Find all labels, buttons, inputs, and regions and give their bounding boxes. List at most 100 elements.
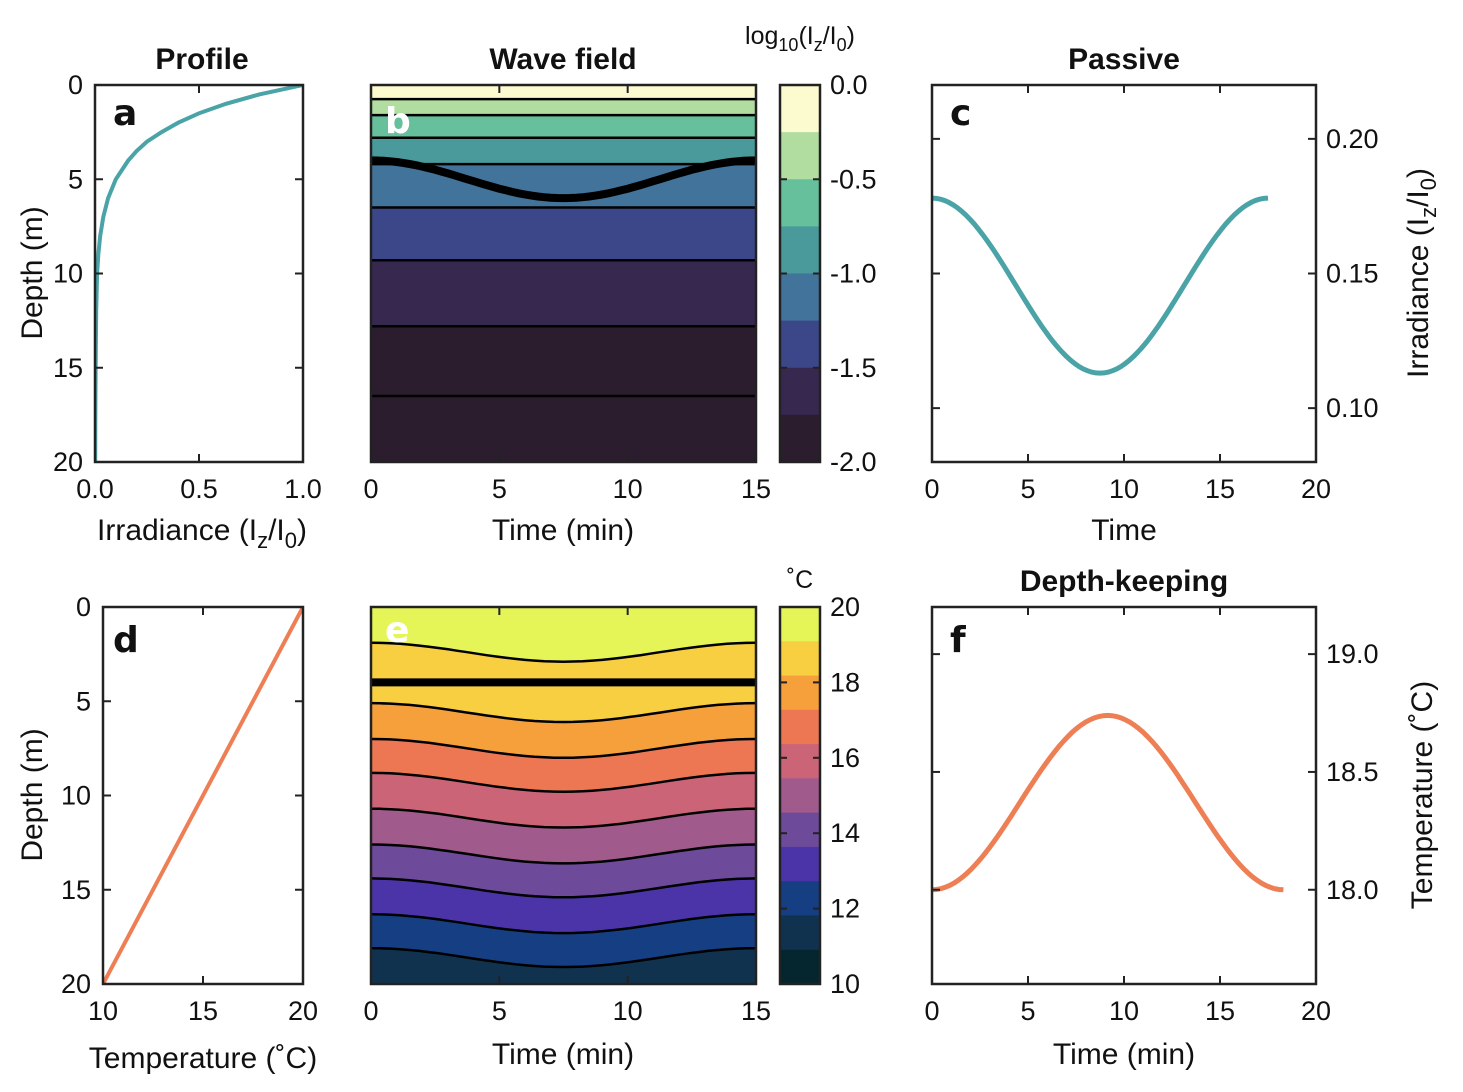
colorbar-swatch [780,812,820,848]
temperature-band [371,878,756,934]
panel-c-title: Passive [1068,43,1180,76]
panel-e-xlabel: Time (min) [492,1038,634,1071]
y-tick-label: 0.20 [1326,124,1379,154]
x-tick-label: 0 [363,996,378,1026]
x-tick-label: 0.0 [76,474,114,504]
x-tick-label: 0.5 [180,474,218,504]
isotherm-contour [371,843,756,865]
isotherm-contour [371,946,756,969]
y-tick-label: 18.5 [1326,757,1379,787]
colorbar-swatch [780,949,820,985]
y-tick-label: 20 [61,969,91,999]
colorbar-swatch [780,273,820,322]
panel-c: 0 5 10 15 20 0.10 0.15 0.20 Time Irradiance (Iz… [924,83,1441,547]
panel-b-xlabel: Time (min) [492,514,634,547]
y-tick-label: 18.0 [1326,875,1379,905]
panel-e-frame [369,605,758,986]
x-tick-label: 15 [741,474,771,504]
irradiance-band [371,260,756,327]
colorbar-swatch [780,915,820,951]
colorbar-tick-label: 10 [830,969,860,999]
colorbar-swatch [780,641,820,677]
panel-a: 0.0 0.5 1.0 0 5 10 15 20 Irradiance (Iz/I0) Dep… [16,70,322,553]
x-tick-label: 20 [1301,474,1331,504]
irradiance-profile-line [95,85,303,462]
y-tick-label: 0.15 [1326,259,1379,289]
x-tick-label: 15 [1205,996,1235,1026]
colorbar-irradiance-title: log10(Iz/I0) [745,22,855,55]
colorbar-tick-label: -1.0 [830,259,877,289]
panel-f-frame [930,605,1318,986]
colorbar-irradiance: 0.0 -0.5 -1.0 -1.5 -2.0 log10(Iz/I0) [745,22,877,477]
irradiance-band [371,207,756,261]
colorbar-swatch [780,367,820,416]
colorbar-swatch [780,675,820,711]
panel-e: 0 5 10 15 Time (min) e [363,605,771,1071]
colorbar-tick-label: 12 [830,894,860,924]
panel-f: 0 5 10 15 20 18.0 18.5 19.0 Time (min) Temperat… [924,605,1439,1071]
x-tick-label: 20 [288,996,318,1026]
y-tick-label: 15 [61,875,91,905]
panel-f-title: Depth-keeping [1020,565,1228,598]
y-tick-label: 10 [53,259,83,289]
y-tick-label: 19.0 [1326,639,1379,669]
panel-f-ylabel: Temperature (˚C) [1406,681,1439,909]
colorbar-swatch [780,744,820,779]
colorbar-tick-label: 14 [830,818,860,848]
panel-f-xlabel: Time (min) [1053,1038,1195,1071]
irradiance-band [371,396,756,462]
x-tick-label: 0 [924,996,939,1026]
temperature-profile-line [103,607,303,984]
isotherm-contour [371,737,756,760]
y-tick-label: 0 [76,592,91,622]
x-tick-label: 15 [188,996,218,1026]
panel-c-frame [930,83,1318,464]
panel-a-xlabel: Irradiance (Iz/I0) [97,514,307,553]
y-tick-label: 0 [68,70,83,100]
irradiance-band [371,137,756,165]
colorbar-swatch [780,179,820,227]
panel-c-ylabel: Irradiance (Iz/I0) [1402,168,1441,378]
x-tick-label: 15 [741,996,771,1026]
isotherm-contour [371,877,756,899]
panel-c-letter: c [950,93,971,134]
colorbar-swatch [780,709,820,745]
x-tick-label: 0 [363,474,378,504]
panel-f-letter: f [950,620,966,661]
x-tick-label: 5 [1020,474,1035,504]
temperature-band [371,808,756,864]
isotherm-contour [371,913,756,935]
temperature-band [371,607,756,662]
colorbar-swatch [780,226,820,274]
y-tick-label: 10 [61,781,91,811]
x-tick-label: 10 [613,996,643,1026]
panel-c-xlabel: Time [1091,514,1157,547]
colorbar-tick-label: -1.5 [830,353,877,383]
panel-a-letter: a [113,93,137,134]
temperature-band [371,739,756,792]
y-tick-label: 5 [68,164,83,194]
irradiance-band [371,99,756,116]
x-tick-label: 5 [492,474,507,504]
temperature-band [371,844,756,898]
irradiance-band [371,326,756,397]
colorbar-tick-label: 18 [830,667,860,697]
panel-a-ylabel: Depth (m) [16,206,49,339]
x-tick-label: 5 [1020,996,1035,1026]
panel-d-letter: d [113,620,139,661]
panel-a-title: Profile [155,43,248,76]
colorbar-temperature: 20 18 16 14 12 10 ˚C [778,566,860,999]
x-tick-label: 10 [88,996,118,1026]
colorbar-swatch [780,778,820,814]
passive-trajectory-line [371,156,756,203]
y-tick-label: 0.10 [1326,393,1379,423]
depth-keeping-temperature-line [932,712,1284,893]
colorbar-swatch [780,881,820,916]
colorbar-temperature-frame [778,605,822,986]
panel-d-xlabel: Temperature (˚C) [89,1042,317,1075]
isotherm-contour [371,701,756,724]
x-tick-label: 0 [924,474,939,504]
irradiance-band [371,115,756,138]
x-tick-label: 1.0 [284,474,322,504]
